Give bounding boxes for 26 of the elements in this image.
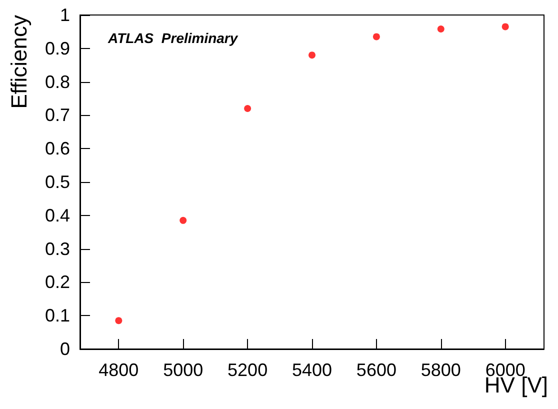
y-tick-label: 0.5 [44,172,70,192]
y-tick-label: 0 [60,339,70,359]
point [437,26,444,33]
y-tick-label: 0.7 [44,105,70,126]
y-tick-label: 1 [60,5,70,25]
y-axis-title: Efficiency [6,15,32,109]
x-tick-label: 5400 [292,360,332,380]
y-tick-label: 0.3 [44,238,70,259]
x-tick-label: 4800 [98,360,139,380]
point [372,33,380,40]
point [244,105,252,112]
y-tick-label: 0.4 [44,205,70,226]
point [115,317,122,324]
x-tick-label: 5000 [163,360,204,380]
x-tick-label: 5800 [420,360,461,380]
point [502,23,509,30]
y-tick-label: 0.6 [44,138,70,159]
y-tick-label: 0.9 [44,38,70,58]
annotation: ATLAS Preliminary [107,30,239,46]
point [180,216,187,224]
x-tick-label: 5600 [356,360,396,380]
y-tick-label: 0.1 [44,306,70,326]
y-tick-label: 0.2 [44,272,70,292]
y-tick-label: 0.8 [44,72,70,92]
point [308,52,316,59]
x-tick-label: 5200 [228,360,268,380]
